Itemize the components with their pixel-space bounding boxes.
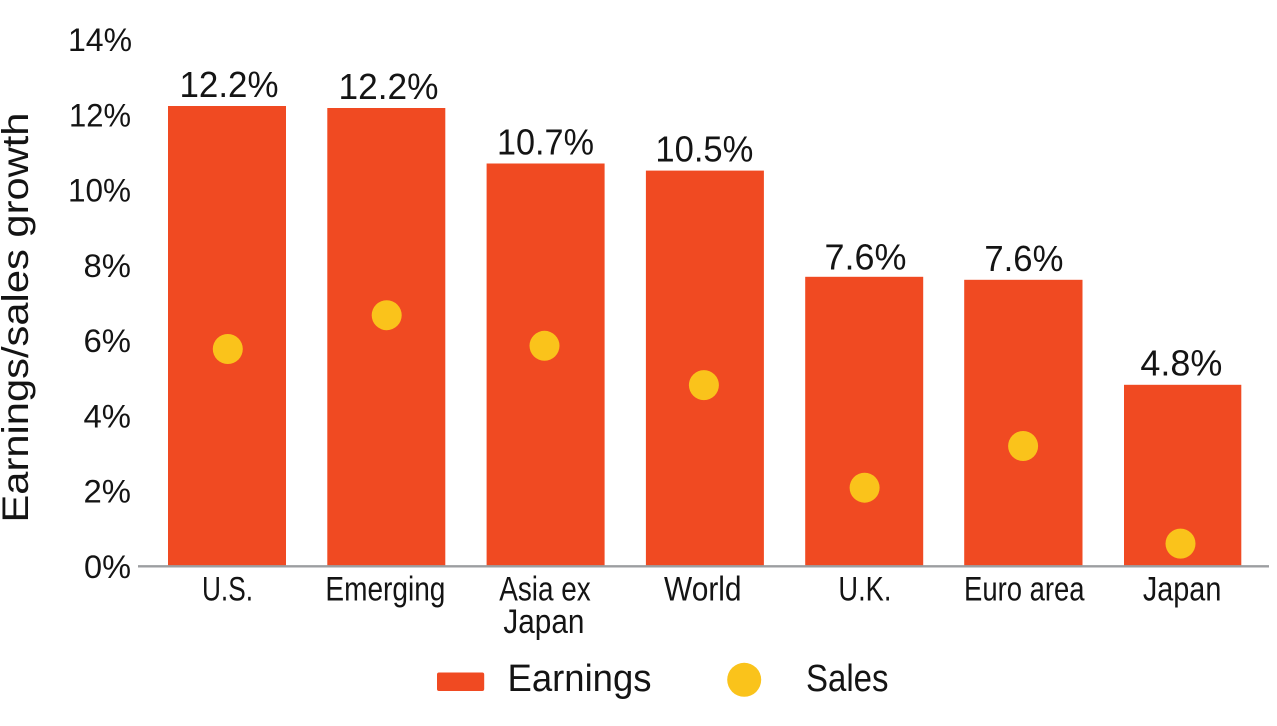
svg-text:Earnings: Earnings <box>508 658 652 700</box>
svg-text:Euro area: Euro area <box>964 571 1085 609</box>
svg-text:U.K.: U.K. <box>838 571 891 609</box>
svg-text:12.2%: 12.2% <box>339 66 439 107</box>
svg-text:Earnings/sales growth: Earnings/sales growth <box>0 113 36 523</box>
svg-text:10.7%: 10.7% <box>497 122 594 163</box>
svg-text:12%: 12% <box>69 97 131 133</box>
svg-text:Sales: Sales <box>806 658 889 700</box>
svg-text:10.5%: 10.5% <box>655 129 753 170</box>
svg-text:Emerging: Emerging <box>325 571 445 609</box>
svg-text:Japan: Japan <box>1143 571 1222 609</box>
svg-text:8%: 8% <box>84 248 132 284</box>
svg-text:14%: 14% <box>68 22 132 58</box>
svg-text:4.8%: 4.8% <box>1140 343 1222 384</box>
svg-text:Asia ex: Asia ex <box>499 571 591 609</box>
svg-text:U.S.: U.S. <box>202 571 253 609</box>
svg-text:6%: 6% <box>84 323 132 359</box>
svg-text:0%: 0% <box>84 549 131 585</box>
svg-text:7.6%: 7.6% <box>984 238 1063 279</box>
svg-text:7.6%: 7.6% <box>825 237 907 278</box>
svg-text:12.2%: 12.2% <box>180 64 279 105</box>
svg-text:4%: 4% <box>84 398 132 434</box>
svg-text:Japan: Japan <box>503 603 584 641</box>
svg-text:World: World <box>664 571 742 609</box>
svg-text:2%: 2% <box>84 474 132 510</box>
svg-text:10%: 10% <box>68 173 131 209</box>
